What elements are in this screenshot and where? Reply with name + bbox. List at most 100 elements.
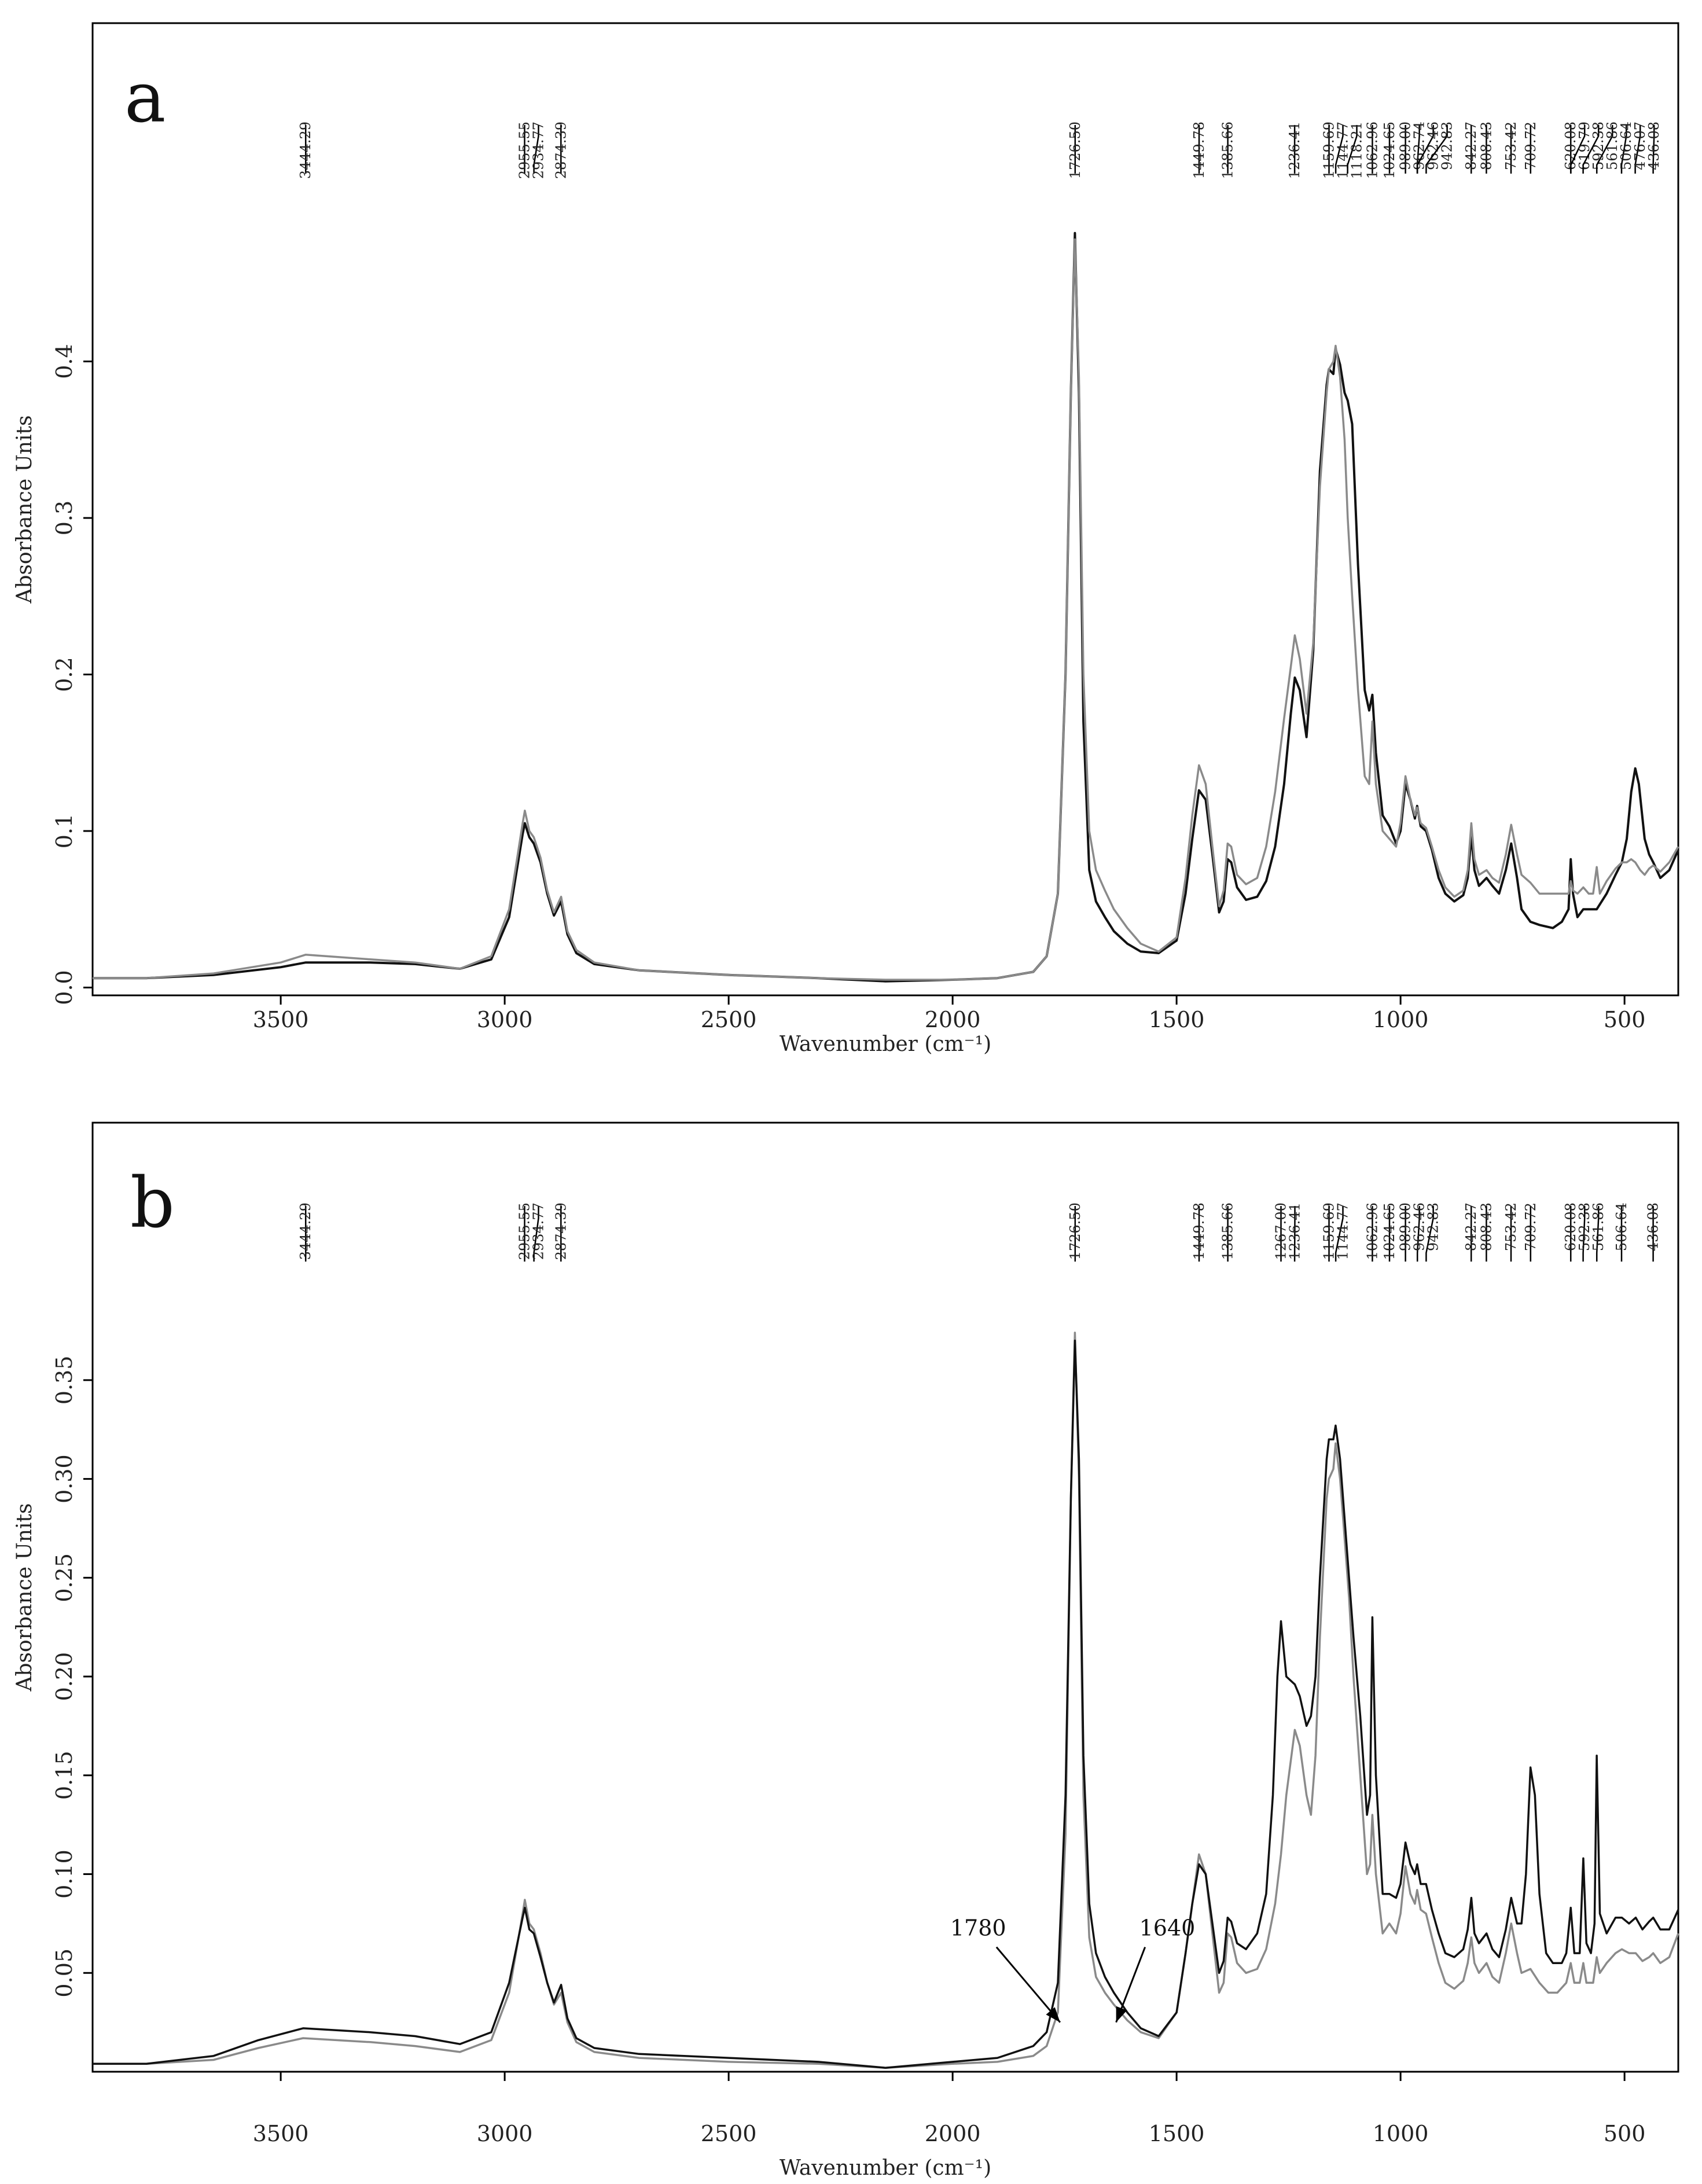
peak-label: 1385.66 <box>1220 1203 1236 1260</box>
y-tick-label: 0.25 <box>52 1553 77 1602</box>
x-tick-label: 1500 <box>1149 2121 1205 2146</box>
spectra-a <box>93 231 1679 983</box>
peak-marker-line <box>1582 125 1600 174</box>
x-tick-label: 500 <box>1604 2121 1646 2146</box>
peak-label: 1159.69 <box>1321 122 1337 179</box>
peak-marker-line <box>1596 125 1613 174</box>
y-axis-ticks-b: 0.05 0.10 0.15 0.20 0.25 0.30 0.35 <box>52 1356 93 1998</box>
y-tick-label: 0.20 <box>52 1652 77 1701</box>
y-tick-label: 0.05 <box>52 1948 77 1998</box>
y-tick-label: 0.1 <box>52 814 77 848</box>
peak-label: 942.83 <box>1425 1203 1442 1251</box>
annotation-arrow-line <box>995 1946 1061 2023</box>
peak-label: 1726.50 <box>1067 1203 1083 1260</box>
spectrum-line-gray <box>93 1332 1679 2069</box>
peak-marker-line <box>1652 125 1655 174</box>
peak-label: 436.08 <box>1645 1203 1661 1251</box>
peak-label: 476.07 <box>1632 122 1648 170</box>
peak-label: 2955.55 <box>517 122 533 179</box>
peak-label: 1062.96 <box>1364 122 1380 179</box>
peak-label: 1062.96 <box>1364 1203 1380 1260</box>
peak-label: 753.42 <box>1503 122 1519 170</box>
peak-label: 1024.65 <box>1381 1203 1398 1260</box>
peak-label: 1385.66 <box>1220 122 1236 179</box>
x-tick-label: 3000 <box>477 2121 533 2146</box>
y-tick-label: 0.3 <box>52 501 77 535</box>
peak-label: 1236.41 <box>1286 122 1303 179</box>
y-axis-title-a: Absorbance Units <box>13 416 36 604</box>
x-tick-label: 2000 <box>925 1007 981 1032</box>
peak-label: 1726.50 <box>1067 122 1083 179</box>
peak-label: 1236.41 <box>1287 1203 1303 1260</box>
panel-letter-b: b <box>130 1163 175 1244</box>
x-tick-label: 500 <box>1604 1007 1646 1032</box>
x-axis-title-a: Wavenumber (cm⁻¹) <box>780 1032 991 1056</box>
peak-marker-line <box>1570 125 1586 174</box>
y-tick-label: 0.30 <box>52 1454 77 1503</box>
peak-label: 2874.39 <box>553 1203 569 1260</box>
peak-label: 1144.77 <box>1335 1203 1351 1260</box>
x-tick-label: 1000 <box>1373 1007 1429 1032</box>
peak-marker-line <box>1416 1206 1420 1262</box>
peak-label: 808.43 <box>1478 122 1494 170</box>
peak-marker-line <box>533 1206 539 1262</box>
peak-label: 2955.55 <box>517 1203 533 1260</box>
peak-label: 2934.77 <box>531 122 547 179</box>
annotations-b: 1780 1640 <box>950 1915 1195 2023</box>
annotation-label: 1780 <box>950 1915 1006 1941</box>
x-tick-label: 2000 <box>925 2121 981 2146</box>
peak-label: 506.64 <box>1613 1203 1630 1251</box>
peak-label: 592.38 <box>1576 1203 1593 1251</box>
peak-label: 808.43 <box>1478 1203 1494 1251</box>
peak-label: 561.86 <box>1604 122 1620 170</box>
x-axis-title-b: Wavenumber (cm⁻¹) <box>780 2156 991 2180</box>
y-tick-label: 0.15 <box>52 1751 77 1800</box>
peak-label: 506.64 <box>1618 122 1634 170</box>
y-tick-label: 0.35 <box>52 1356 77 1405</box>
peak-label: 1449.78 <box>1191 1203 1207 1260</box>
spectra-b <box>93 1332 1679 2069</box>
x-axis-ticks-a: 3500 3000 2500 2000 1500 1000 500 <box>253 995 1646 1032</box>
annotation-arrow-head <box>1116 2006 1127 2023</box>
x-axis-ticks-b: 3500 3000 2500 2000 1500 1000 500 <box>253 2072 1646 2146</box>
peak-label: 989.00 <box>1398 122 1414 170</box>
y-tick-label: 0.2 <box>52 657 77 692</box>
peak-label: 436.08 <box>1646 122 1662 170</box>
x-tick-label: 1500 <box>1149 1007 1205 1032</box>
peak-label: 842.27 <box>1463 1203 1479 1251</box>
peak-marker-line <box>533 125 539 174</box>
spectrum-line-dark <box>93 231 1679 983</box>
peak-label: 962.46 <box>1411 1203 1428 1251</box>
peak-label: 709.72 <box>1523 1203 1539 1251</box>
x-tick-label: 2500 <box>701 1007 757 1032</box>
x-tick-label: 2500 <box>701 2121 757 2146</box>
peak-label: 561.86 <box>1590 1203 1607 1251</box>
peak-label: 842.27 <box>1463 122 1479 170</box>
peak-marker-line <box>1634 125 1641 174</box>
plot-frame-b <box>91 1122 1679 2073</box>
peak-label: 1024.65 <box>1381 122 1398 179</box>
x-tick-label: 3000 <box>477 1007 533 1032</box>
peak-label: 1449.78 <box>1191 122 1207 179</box>
x-tick-label: 1000 <box>1373 2121 1429 2146</box>
peak-label: 2874.39 <box>553 122 569 179</box>
peak-marker-line <box>1335 1206 1344 1262</box>
peak-marker-line <box>1620 125 1627 174</box>
peak-label: 2934.77 <box>531 1203 547 1260</box>
peak-label: 620.08 <box>1563 122 1579 170</box>
x-tick-label: 3500 <box>253 1007 309 1032</box>
peak-marker-line <box>1335 125 1344 174</box>
peak-label: 942.83 <box>1439 122 1455 170</box>
peak-label: 1118.21 <box>1349 122 1365 179</box>
peak-marker-line <box>1416 125 1434 174</box>
y-axis-ticks-a: 0.0 0.1 0.2 0.3 0.4 <box>52 344 93 1005</box>
x-tick-label: 3500 <box>253 2121 309 2146</box>
annotation-arrow-head <box>1046 2007 1060 2023</box>
panel-letter-a: a <box>124 58 166 138</box>
peak-label: 753.42 <box>1503 1203 1519 1251</box>
spectrum-line-dark <box>93 1339 1679 2069</box>
peak-label: 3444.29 <box>297 1203 314 1260</box>
